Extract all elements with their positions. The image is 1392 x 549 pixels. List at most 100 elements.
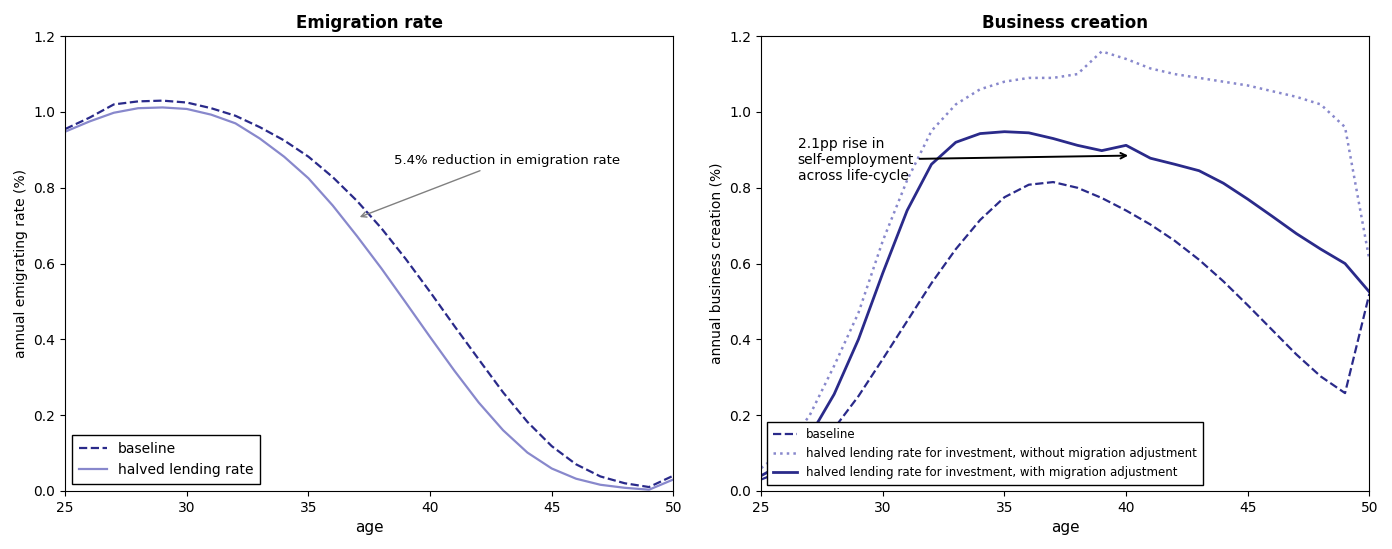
halved lending rate (494, 427, 511, 434)
halved lending rate for investment, without migration adjustment (1190, 75, 1207, 81)
halved lending rate for investment, without migration adjustment (1239, 82, 1256, 89)
halved lending rate for investment, without migration adjustment (825, 362, 842, 369)
Title: Business creation: Business creation (983, 14, 1148, 32)
Line: halved lending rate for investment, with migration adjustment: halved lending rate for investment, with… (761, 132, 1370, 475)
halved lending rate for investment, with migration adjustment (1239, 196, 1256, 203)
halved lending rate for investment, without migration adjustment (1166, 71, 1183, 77)
halved lending rate for investment, without migration adjustment (948, 101, 965, 108)
halved lending rate for investment, with migration adjustment (777, 459, 793, 466)
baseline (373, 225, 390, 232)
baseline (276, 137, 292, 144)
halved lending rate for investment, with migration adjustment (851, 336, 867, 343)
halved lending rate for investment, without migration adjustment (1141, 65, 1158, 72)
baseline (802, 450, 818, 456)
baseline (1118, 207, 1134, 214)
halved lending rate for investment, without migration adjustment (753, 465, 770, 472)
halved lending rate (155, 104, 171, 111)
baseline (899, 318, 916, 324)
halved lending rate for investment, with migration adjustment (997, 128, 1013, 135)
Legend: baseline, halved lending rate for investment, without migration adjustment, halv: baseline, halved lending rate for invest… (767, 422, 1203, 485)
Line: halved lending rate for investment, without migration adjustment: halved lending rate for investment, with… (761, 52, 1370, 468)
baseline (57, 126, 74, 132)
halved lending rate for investment, without migration adjustment (1045, 75, 1062, 81)
halved lending rate for investment, without migration adjustment (899, 177, 916, 183)
baseline (1069, 184, 1086, 191)
baseline (617, 480, 633, 486)
halved lending rate for investment, with migration adjustment (874, 270, 891, 276)
baseline (106, 101, 122, 108)
halved lending rate for investment, with migration adjustment (1361, 289, 1378, 295)
halved lending rate (81, 118, 97, 125)
baseline (422, 289, 438, 295)
halved lending rate for investment, with migration adjustment (1190, 167, 1207, 174)
baseline (997, 194, 1013, 200)
halved lending rate for investment, with migration adjustment (948, 139, 965, 145)
baseline (519, 418, 536, 425)
baseline (445, 323, 462, 329)
Line: halved lending rate: halved lending rate (65, 108, 674, 490)
halved lending rate (276, 153, 292, 160)
halved lending rate for investment, with migration adjustment (802, 433, 818, 439)
halved lending rate for investment, without migration adjustment (1264, 88, 1281, 94)
halved lending rate (373, 265, 390, 272)
halved lending rate (592, 481, 608, 488)
baseline (301, 153, 317, 160)
baseline (753, 476, 770, 483)
halved lending rate (57, 128, 74, 135)
halved lending rate for investment, without migration adjustment (777, 446, 793, 452)
halved lending rate (568, 475, 585, 482)
baseline (1336, 390, 1353, 396)
baseline (349, 198, 366, 204)
Y-axis label: annual emigrating rate (%): annual emigrating rate (%) (14, 169, 28, 358)
baseline (1215, 278, 1232, 284)
halved lending rate for investment, without migration adjustment (1118, 55, 1134, 62)
baseline (1264, 327, 1281, 333)
halved lending rate (543, 465, 560, 472)
halved lending rate for investment, with migration adjustment (1045, 135, 1062, 142)
baseline (252, 124, 269, 131)
Legend: baseline, halved lending rate: baseline, halved lending rate (72, 435, 260, 484)
halved lending rate for investment, with migration adjustment (1020, 130, 1037, 136)
halved lending rate (617, 485, 633, 491)
halved lending rate for investment, with migration adjustment (1336, 260, 1353, 267)
halved lending rate for investment, without migration adjustment (1288, 93, 1304, 100)
halved lending rate (301, 175, 317, 182)
halved lending rate (324, 202, 341, 209)
halved lending rate (227, 120, 244, 127)
halved lending rate for investment, with migration adjustment (899, 207, 916, 214)
baseline (1166, 238, 1183, 244)
halved lending rate for investment, with migration adjustment (1141, 155, 1158, 161)
halved lending rate for investment, without migration adjustment (1361, 256, 1378, 263)
Text: 2.1pp rise in
self-employment
across life-cycle: 2.1pp rise in self-employment across lif… (798, 137, 1126, 183)
halved lending rate for investment, with migration adjustment (1166, 161, 1183, 167)
halved lending rate for investment, with migration adjustment (1118, 142, 1134, 149)
baseline (155, 97, 171, 104)
baseline (640, 484, 657, 490)
halved lending rate (397, 299, 413, 306)
halved lending rate (129, 105, 146, 111)
halved lending rate for investment, without migration adjustment (972, 86, 988, 93)
halved lending rate (519, 449, 536, 456)
halved lending rate (203, 111, 220, 118)
halved lending rate for investment, with migration adjustment (1264, 213, 1281, 220)
Line: baseline: baseline (761, 182, 1370, 479)
baseline (1190, 256, 1207, 263)
baseline (1288, 351, 1304, 358)
Text: 5.4% reduction in emigration rate: 5.4% reduction in emigration rate (361, 154, 619, 217)
halved lending rate for investment, with migration adjustment (1093, 147, 1109, 154)
baseline (129, 98, 146, 105)
halved lending rate (665, 476, 682, 483)
baseline (1141, 221, 1158, 228)
baseline (874, 356, 891, 362)
halved lending rate for investment, with migration adjustment (1215, 180, 1232, 187)
baseline (227, 113, 244, 119)
halved lending rate for investment, with migration adjustment (753, 472, 770, 479)
baseline (592, 473, 608, 480)
halved lending rate (349, 233, 366, 239)
halved lending rate for investment, without migration adjustment (1093, 48, 1109, 55)
halved lending rate (470, 399, 487, 406)
baseline (825, 425, 842, 432)
halved lending rate (252, 135, 269, 142)
halved lending rate for investment, with migration adjustment (1069, 142, 1086, 149)
baseline (1045, 179, 1062, 186)
